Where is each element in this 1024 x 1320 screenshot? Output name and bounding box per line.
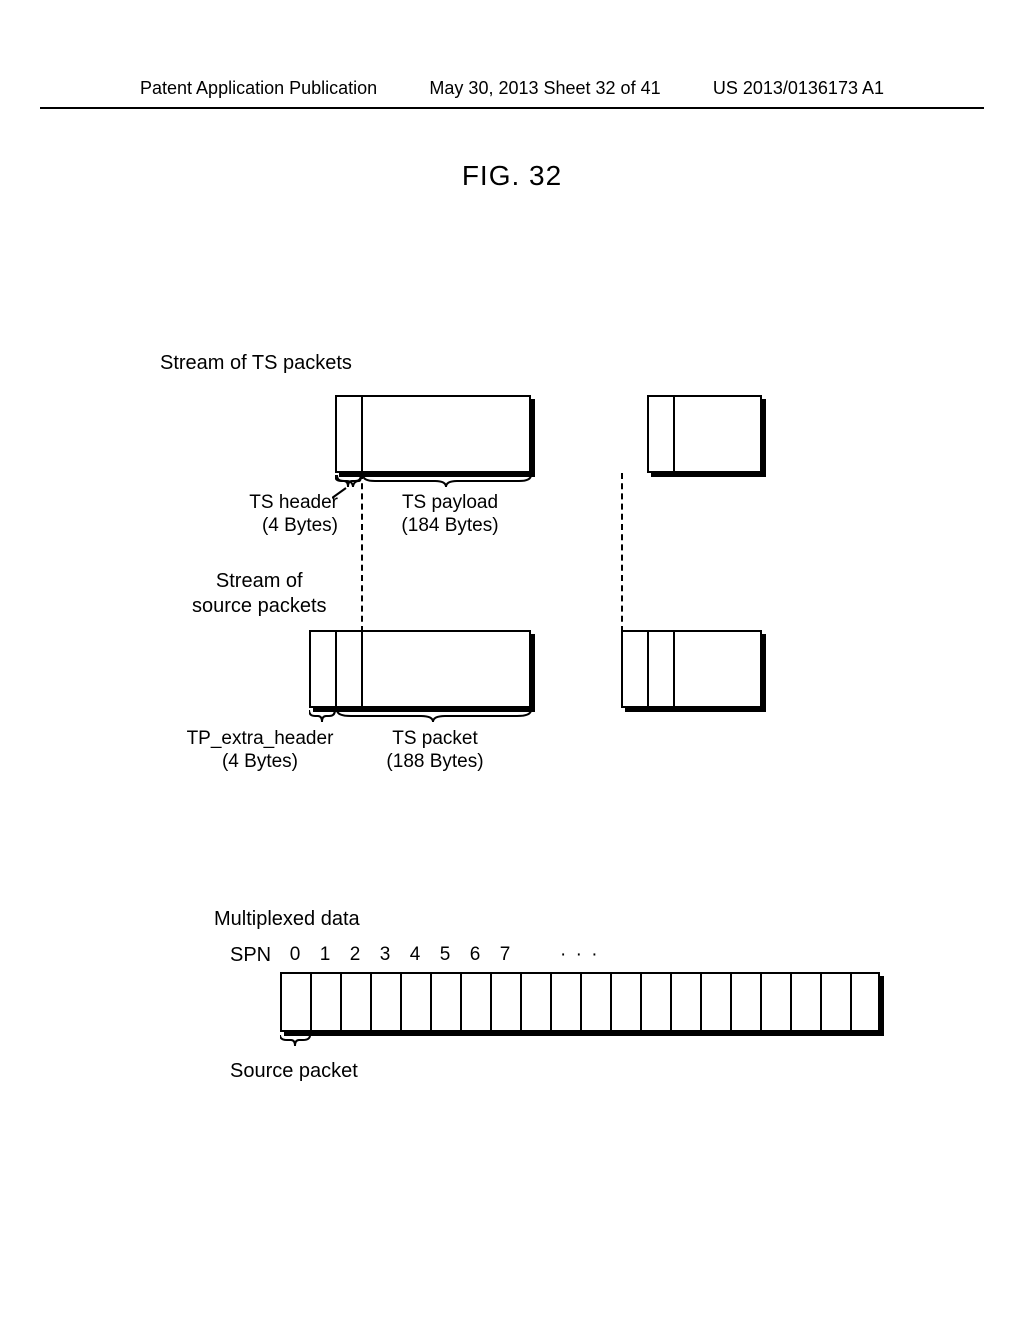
grid-cell <box>370 972 400 1032</box>
spn-number: 6 <box>463 944 487 966</box>
spn-number: 2 <box>343 944 367 966</box>
ts-payload-line2: (184 Bytes) <box>401 515 498 536</box>
ts-packet-label: TS packet (188 Bytes) <box>365 728 505 774</box>
spn-ellipsis: · · · <box>560 944 600 966</box>
figure-title: FIG. 32 <box>0 160 1024 192</box>
grid-cell <box>430 972 460 1032</box>
spn-number: 3 <box>373 944 397 966</box>
section2-line1: Stream of <box>216 570 303 592</box>
ts-header-line1: TS header <box>249 492 338 513</box>
dash-guide-1 <box>361 473 363 632</box>
source-divider-1 <box>335 632 337 706</box>
grid-cell <box>400 972 430 1032</box>
ts-packet-divider <box>361 397 363 471</box>
grid-cell <box>760 972 790 1032</box>
grid-cell <box>340 972 370 1032</box>
ts-packet-box <box>335 395 531 473</box>
stream-source-packets-label: Stream of source packets <box>192 569 327 619</box>
spn-number: 1 <box>313 944 337 966</box>
source-packet-label: Source packet <box>230 1060 358 1083</box>
header-center: May 30, 2013 Sheet 32 of 41 <box>429 78 660 99</box>
ts-packet-line2: (188 Bytes) <box>386 751 483 772</box>
ts-header-line2: (4 Bytes) <box>262 515 338 536</box>
ts-header-label: TS header (4 Bytes) <box>210 492 338 538</box>
grid-cell <box>820 972 850 1032</box>
ts-payload-label: TS payload (184 Bytes) <box>380 492 520 538</box>
header-left: Patent Application Publication <box>140 78 377 99</box>
grid-cell <box>670 972 700 1032</box>
stream-ts-packets-label: Stream of TS packets <box>160 352 352 375</box>
header-right: US 2013/0136173 A1 <box>713 78 884 99</box>
page-header: Patent Application Publication May 30, 2… <box>40 78 984 109</box>
ts-payload-line1: TS payload <box>402 492 498 513</box>
tp-extra-line1: TP_extra_header <box>187 728 334 749</box>
source-divider-4 <box>673 632 675 706</box>
spn-number: 4 <box>403 944 427 966</box>
source-divider-2 <box>361 632 363 706</box>
section2-line2: source packets <box>192 595 327 617</box>
grid-cell <box>460 972 490 1032</box>
ts-header-tick <box>332 486 352 500</box>
grid-cell <box>850 972 880 1032</box>
ts-packet-line1: TS packet <box>392 728 478 749</box>
multiplexed-data-label: Multiplexed data <box>214 908 360 931</box>
grid-cell <box>610 972 640 1032</box>
grid-cell <box>520 972 550 1032</box>
grid-cell <box>730 972 760 1032</box>
grid-cell <box>700 972 730 1032</box>
grid-cell <box>490 972 520 1032</box>
ts-braces <box>335 473 535 491</box>
grid-cell <box>280 972 310 1032</box>
spn-label: SPN <box>230 944 271 966</box>
source-packet-brace <box>280 1033 314 1049</box>
tp-extra-label: TP_extra_header (4 Bytes) <box>170 728 350 774</box>
source-packet-box <box>309 630 531 708</box>
tp-extra-line2: (4 Bytes) <box>222 751 298 772</box>
grid-cell <box>550 972 580 1032</box>
source-packet-box-2 <box>621 630 762 708</box>
grid-cell <box>790 972 820 1032</box>
ts-packet-box-2 <box>647 395 762 473</box>
grid-cell <box>310 972 340 1032</box>
dash-guide-2 <box>621 473 623 632</box>
ts-packet-divider-2 <box>673 397 675 471</box>
grid-cell <box>580 972 610 1032</box>
spn-number: 0 <box>283 944 307 966</box>
source-divider-3 <box>647 632 649 706</box>
spn-number: 7 <box>493 944 517 966</box>
spn-number: 5 <box>433 944 457 966</box>
grid-cell <box>640 972 670 1032</box>
spn-row: SPN <box>230 944 271 967</box>
source-braces <box>309 708 535 726</box>
